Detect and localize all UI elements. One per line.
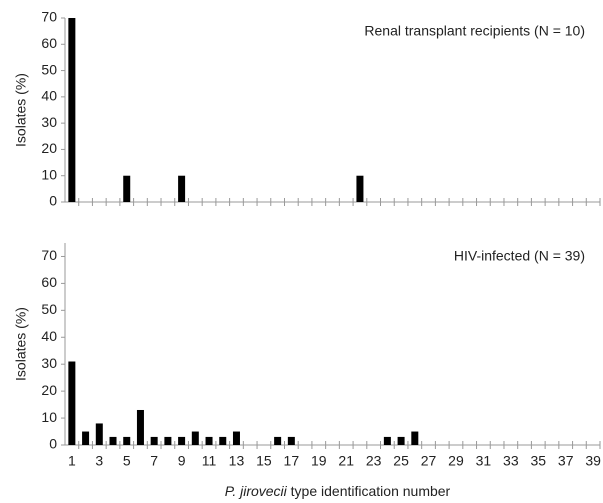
annotation: Renal transplant recipients (N = 10) [364, 23, 585, 39]
bar [287, 436, 295, 445]
bar [123, 175, 131, 202]
y-tick-label: 60 [41, 274, 57, 290]
bar [178, 436, 186, 445]
y-tick-label: 0 [49, 436, 57, 452]
y-tick-label: 10 [41, 409, 57, 425]
x-tick-label: 11 [202, 453, 217, 469]
x-tick-label: 13 [229, 453, 245, 469]
x-tick-label: 33 [503, 453, 519, 469]
x-tick-label: 35 [530, 453, 546, 469]
y-tick-label: 70 [41, 9, 57, 25]
y-tick-label: 30 [41, 114, 57, 130]
y-axis-label: Isolates (%) [13, 73, 29, 147]
bar [109, 436, 117, 445]
x-tick-label: 19 [311, 453, 327, 469]
x-tick-label: 9 [178, 453, 186, 469]
bar [356, 175, 364, 202]
bar [205, 436, 213, 445]
y-tick-label: 40 [41, 328, 57, 344]
y-tick-label: 0 [49, 193, 57, 209]
x-tick-label: 17 [284, 453, 300, 469]
bar [411, 431, 419, 445]
y-tick-label: 50 [41, 61, 57, 77]
bar [136, 409, 144, 445]
bar [68, 361, 76, 445]
x-tick-label: 27 [421, 453, 437, 469]
x-tick-label: 31 [476, 453, 492, 469]
y-tick-label: 60 [41, 35, 57, 51]
bar [164, 436, 172, 445]
bar [150, 436, 158, 445]
x-tick-label: 1 [68, 453, 76, 469]
bar [123, 436, 131, 445]
x-tick-label: 21 [338, 453, 354, 469]
x-tick-label: 5 [123, 453, 131, 469]
y-tick-label: 70 [41, 247, 57, 263]
y-axis-label: Isolates (%) [13, 307, 29, 381]
bar [68, 18, 76, 202]
bar [191, 431, 199, 445]
y-tick-label: 50 [41, 301, 57, 317]
x-axis-label-text: type identification number [291, 483, 451, 499]
bar [383, 436, 391, 445]
x-tick-label: 7 [150, 453, 158, 469]
bar [219, 436, 227, 445]
bar [397, 436, 405, 445]
bar [232, 431, 240, 445]
y-tick-label: 20 [41, 140, 57, 156]
bar [274, 436, 282, 445]
annotation: HIV-infected (N = 39) [454, 248, 585, 264]
x-tick-label: 23 [366, 453, 382, 469]
x-tick-label: 3 [95, 453, 103, 469]
y-tick-label: 20 [41, 382, 57, 398]
x-tick-label: 37 [558, 453, 574, 469]
bar [82, 431, 90, 445]
bar [178, 175, 186, 202]
y-tick-label: 40 [41, 88, 57, 104]
x-tick-label: 15 [256, 453, 272, 469]
x-axis-label-italic: P. jirovecii [225, 483, 288, 499]
x-axis-label: P. jirovecii type identification number [225, 483, 451, 499]
x-tick-label: 29 [448, 453, 464, 469]
y-tick-label: 30 [41, 355, 57, 371]
y-tick-label: 10 [41, 166, 57, 182]
bar [95, 423, 103, 445]
x-tick-label: 39 [585, 453, 601, 469]
x-tick-label: 25 [393, 453, 409, 469]
